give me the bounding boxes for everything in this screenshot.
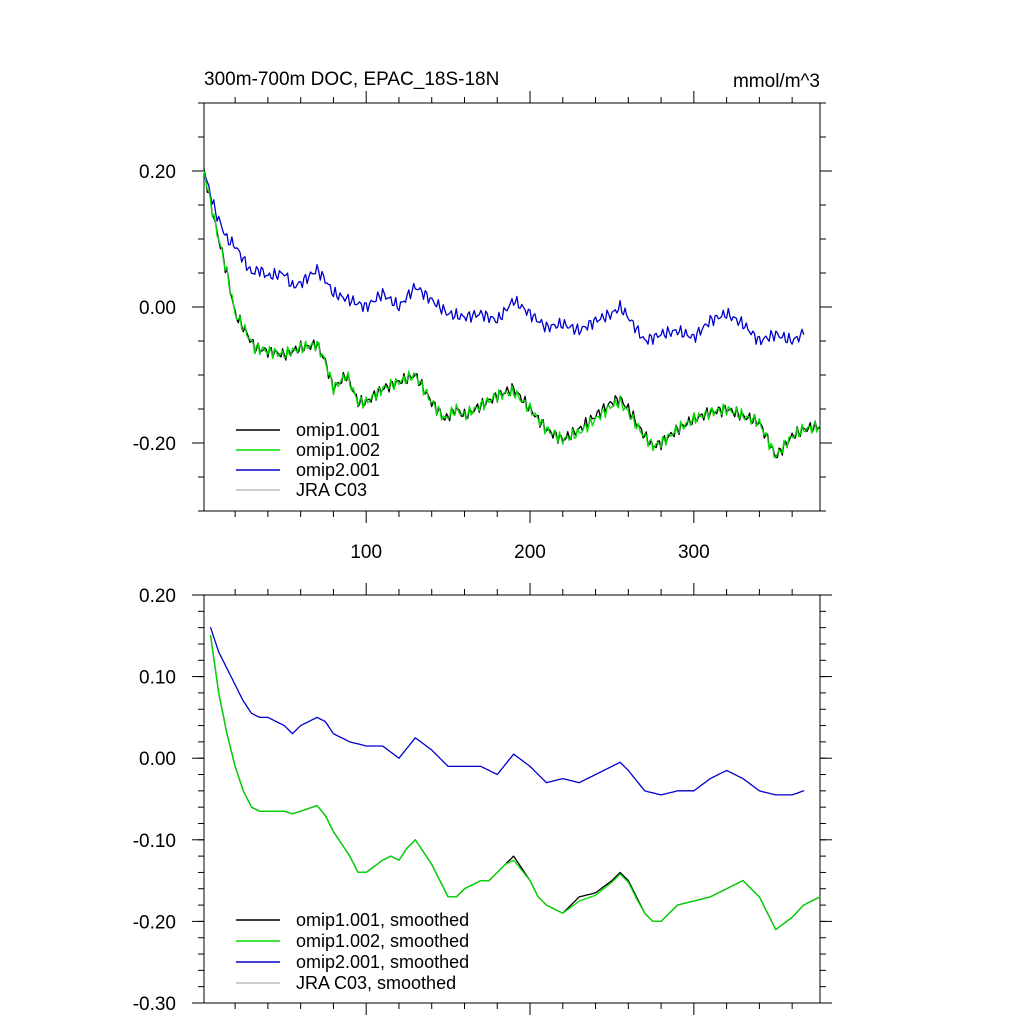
x-tick-label: 300: [678, 542, 710, 563]
series-lines: [203, 168, 821, 459]
x-tick-labels: 100 200 300: [350, 542, 709, 563]
top-panel: 300m-700m DOC, EPAC_18S-18N mmol/m^3 0.2…: [133, 69, 832, 563]
y-tick-label: -0.20: [133, 434, 176, 455]
axis-ticks: [192, 583, 832, 1015]
series-lines: [209, 626, 821, 931]
series-line-omip1-002-smoothed: [209, 635, 821, 931]
y-tick-label: -0.30: [133, 994, 176, 1015]
units-label: mmol/m^3: [733, 71, 820, 92]
y-tick-label: 0.20: [139, 162, 176, 183]
y-tick-label: -0.20: [133, 912, 176, 933]
series-line-omip1-001-smoothed: [209, 635, 821, 931]
legend-label: omip2.001: [296, 460, 380, 480]
legend-label: omip1.002: [296, 440, 380, 460]
legend-label: omip1.001: [296, 420, 380, 440]
plot-frame: [203, 594, 821, 1004]
series-line-omip1-002: [203, 170, 821, 458]
y-tick-labels: 0.20 0.10 0.00 -0.10 -0.20 -0.30: [133, 586, 176, 1015]
legend-label: JRA C03, smoothed: [296, 973, 456, 993]
y-tick-label: 0.10: [139, 668, 176, 689]
y-tick-label: 0.00: [139, 298, 176, 319]
legend-label: JRA C03: [296, 480, 367, 500]
legend-label: omip1.002, smoothed: [296, 931, 469, 951]
x-tick-label: 100: [350, 542, 382, 563]
axis-ticks: [192, 91, 832, 523]
chart-title: 300m-700m DOC, EPAC_18S-18N: [204, 69, 499, 90]
y-tick-labels: 0.20 0.00 -0.20: [133, 162, 176, 455]
legend-label: omip2.001, smoothed: [296, 952, 469, 972]
series-line-omip2-001-smoothed: [209, 626, 805, 796]
legend-label: omip1.001, smoothed: [296, 910, 469, 930]
bottom-panel: 0.20 0.10 0.00 -0.10 -0.20 -0.30 omip1.001, s…: [133, 583, 832, 1015]
y-tick-label: -0.10: [133, 831, 176, 852]
series-line-omip2-001: [203, 174, 805, 346]
y-tick-label: 0.20: [139, 586, 176, 607]
y-tick-label: 0.00: [139, 749, 176, 770]
x-tick-label: 200: [514, 542, 546, 563]
